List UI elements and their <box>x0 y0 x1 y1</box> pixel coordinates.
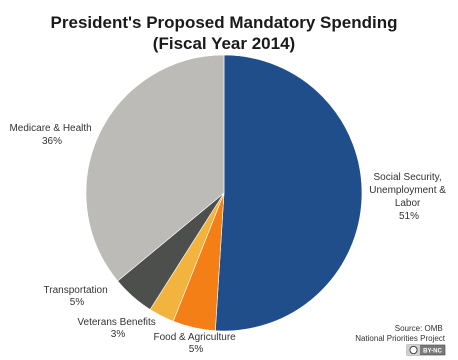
pie-slices <box>85 54 363 332</box>
slice-label-food-agriculture: Food & Agriculture 5% <box>153 332 238 355</box>
cc-icon <box>409 345 418 354</box>
cc-badge-label: BY-NC <box>423 348 442 354</box>
chart-title: President's Proposed Mandatory Spending <box>51 13 398 32</box>
pie-slice-medicare-health <box>85 54 225 282</box>
slice-label-medicare-health: Medicare & Health 36% <box>9 123 94 147</box>
chart-subtitle: (Fiscal Year 2014) <box>153 34 295 53</box>
pie-slice-social-security <box>215 54 363 332</box>
cc-license-badge: BY-NC <box>406 344 446 356</box>
slice-label-veterans-benefits: Veterans Benefits 3% <box>77 317 158 340</box>
slice-label-social-security: Social Security, Unemployment & Labor 51… <box>369 172 448 222</box>
slice-label-transportation: Transportation 5% <box>44 285 111 308</box>
source-note: Source: OMB National Priorities Project <box>355 324 446 343</box>
